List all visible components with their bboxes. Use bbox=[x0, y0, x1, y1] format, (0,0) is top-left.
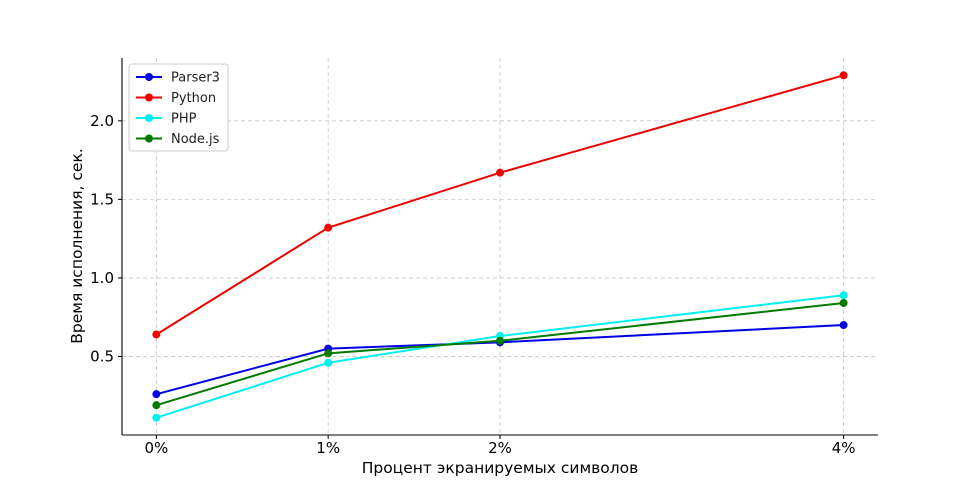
data-point-node-js bbox=[152, 401, 161, 410]
data-point-python bbox=[839, 71, 848, 80]
data-point-python bbox=[496, 168, 504, 177]
grid bbox=[122, 58, 878, 435]
data-point-python bbox=[152, 330, 161, 339]
data-point-parser3 bbox=[152, 390, 161, 399]
data-point-php bbox=[324, 358, 333, 367]
legend-swatch-marker bbox=[145, 73, 153, 81]
legend-label: PHP bbox=[171, 112, 197, 127]
data-point-node-js bbox=[839, 299, 848, 308]
series-line-parser3 bbox=[156, 324, 844, 396]
legend-swatch-marker bbox=[145, 134, 153, 143]
legend: Parser3 Python PHP Node.js bbox=[128, 63, 229, 152]
legend-label: Parser3 bbox=[171, 71, 220, 86]
y-tick-label: 2.0 bbox=[90, 112, 114, 130]
series-node-js bbox=[152, 299, 848, 410]
data-point-python bbox=[324, 223, 333, 232]
x-tick-label: 0% bbox=[144, 439, 168, 457]
legend-item-parser3: Parser3 bbox=[136, 71, 220, 86]
data-point-php bbox=[152, 413, 161, 422]
data-point-php bbox=[839, 291, 848, 300]
data-point-parser3 bbox=[839, 321, 848, 330]
y-axis-label: Время исполнения, сек. bbox=[68, 148, 86, 343]
legend-label: Node.js bbox=[171, 132, 220, 147]
series-php bbox=[152, 291, 848, 422]
legend-swatch-marker bbox=[145, 114, 153, 122]
y-tick-label: 0.5 bbox=[90, 347, 114, 365]
data-point-node-js bbox=[324, 349, 333, 358]
x-tick-label: 4% bbox=[832, 439, 856, 457]
series-line-python bbox=[155, 74, 844, 336]
data-point-node-js bbox=[496, 336, 504, 345]
legend-label: Python bbox=[171, 91, 216, 106]
tick-labels: 0% 1% 2% 4% 0.5 1.0 1.5 2.0 bbox=[90, 112, 855, 457]
x-tick-label: 1% bbox=[316, 439, 340, 457]
legend-item-php: PHP bbox=[136, 112, 197, 127]
y-tick-label: 1.5 bbox=[90, 190, 114, 208]
legend-swatch-marker bbox=[145, 93, 153, 102]
series-lines bbox=[152, 71, 848, 422]
series-python bbox=[152, 71, 848, 339]
y-tick-label: 1.0 bbox=[90, 269, 114, 287]
series-line-php bbox=[156, 294, 844, 419]
x-tick-label: 2% bbox=[488, 439, 512, 457]
legend-item-python: Python bbox=[136, 91, 216, 106]
x-axis-label: Процент экранируемых символов bbox=[362, 459, 639, 477]
series-line-node-js bbox=[156, 302, 844, 407]
legend-box bbox=[128, 63, 229, 152]
legend-item-node-js: Node.js bbox=[136, 132, 220, 147]
